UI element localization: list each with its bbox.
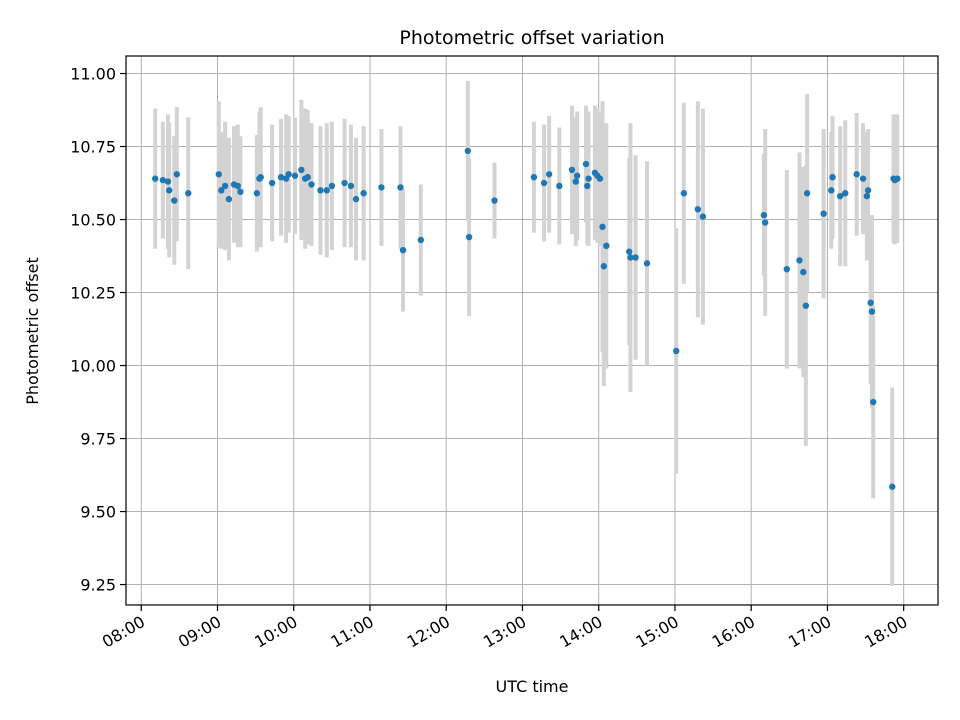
y-tick-label: 11.00 [70,65,116,84]
y-tick-label: 9.50 [80,503,116,522]
data-point [859,175,867,182]
data-point [352,195,360,203]
data-point [347,182,355,190]
data-point [627,254,634,261]
data-point [417,236,425,244]
chart-title: Photometric offset variation [399,27,664,49]
data-point [341,179,348,187]
data-point [221,182,229,190]
data-point [582,160,590,168]
data-point [632,254,639,261]
data-point [584,182,591,190]
y-tick-label: 10.25 [70,284,116,303]
data-point [760,211,768,219]
data-point [378,184,385,191]
data-point [268,179,276,187]
data-point [540,179,548,187]
y-tick-label: 10.50 [70,211,116,230]
y-axis: 9.25 9.50 9.75 10.00 10.25 10.50 10.75 11.00 [70,65,126,595]
data-point [869,398,877,406]
y-tick-label: 9.25 [80,576,116,595]
data-point [328,182,336,190]
data-point [225,195,233,203]
data-point [572,178,580,185]
data-point [694,206,702,213]
data-point [761,219,769,226]
data-point [257,173,264,181]
data-point [864,187,872,194]
data-point [171,197,178,204]
data-point [585,175,592,182]
data-point [600,263,607,270]
data-point [889,483,896,490]
data-point [556,182,563,190]
data-point [643,260,651,267]
data-point [842,190,849,197]
data-point [836,192,844,200]
data-point [465,233,473,241]
data-point [399,246,407,254]
y-axis-label: Photometric offset [23,257,42,405]
data-point [218,187,225,194]
plot-frame [125,55,939,606]
data-point [185,190,192,197]
data-point [680,190,688,197]
data-point [573,172,581,179]
data-point [673,347,680,355]
data-point [863,192,871,200]
data-point [796,257,803,264]
data-point [802,302,810,309]
y-tick-label: 9.75 [80,430,116,449]
data-point [829,173,836,181]
data-point [166,187,173,194]
data-point [599,223,606,231]
x-axis-label: UTC time [496,677,569,696]
data-point [234,182,242,190]
data-point [868,308,876,315]
data-point [464,147,472,155]
data-point [159,176,167,184]
data-point [317,187,324,194]
y-tick-label: 10.75 [70,138,116,157]
data-point [820,210,827,217]
data-point [603,242,610,250]
data-point [397,184,404,191]
y-tick-label: 10.00 [70,357,116,376]
data-point [867,299,874,306]
data-point [853,171,860,178]
data-point [304,173,311,181]
data-point [323,187,330,194]
data-point [828,187,835,194]
data-point [596,175,604,182]
data-point [894,175,901,182]
data-point [152,175,159,182]
data-point [253,190,261,197]
data-point [626,248,633,255]
data-point [360,190,367,197]
data-point [545,171,553,178]
data-point [215,171,222,178]
data-points [152,147,901,490]
data-point [530,173,538,181]
data-point [164,178,172,185]
data-point [491,197,498,204]
data-point [291,172,299,179]
data-point [277,173,285,181]
data-point [285,171,292,178]
data-point [308,181,315,188]
data-point [237,188,244,195]
data-point [803,190,811,197]
data-point [800,268,807,276]
data-point [298,166,305,174]
data-point [568,166,576,174]
data-point [173,171,181,178]
data-point [699,213,707,220]
data-point [783,265,790,273]
